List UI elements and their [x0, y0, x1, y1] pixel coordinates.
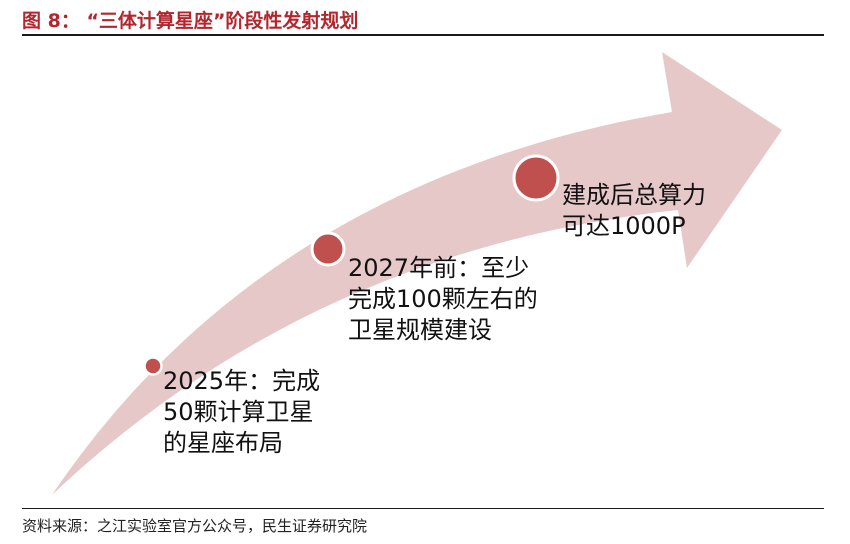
- source-note: 资料来源：之江实验室官方公众号，民生证券研究院: [22, 517, 368, 535]
- milestone-dot-2025: [143, 356, 163, 376]
- milestone-dot-final: [512, 154, 560, 202]
- top-divider: [22, 34, 824, 36]
- figure-title: 图 8： “三体计算星座”阶段性发射规划: [22, 10, 359, 32]
- milestone-dot-2027: [310, 231, 346, 267]
- growth-arrow-shape: [52, 52, 782, 495]
- bottom-divider: [22, 508, 824, 509]
- milestone-final-text: 建成后总算力可达1000P: [562, 181, 706, 240]
- milestone-2025-text: 2025年：完成50颗计算卫星的星座布局: [163, 367, 321, 457]
- milestone-2027-text: 2027年前：至少完成100颗左右的卫星规模建设: [348, 254, 538, 344]
